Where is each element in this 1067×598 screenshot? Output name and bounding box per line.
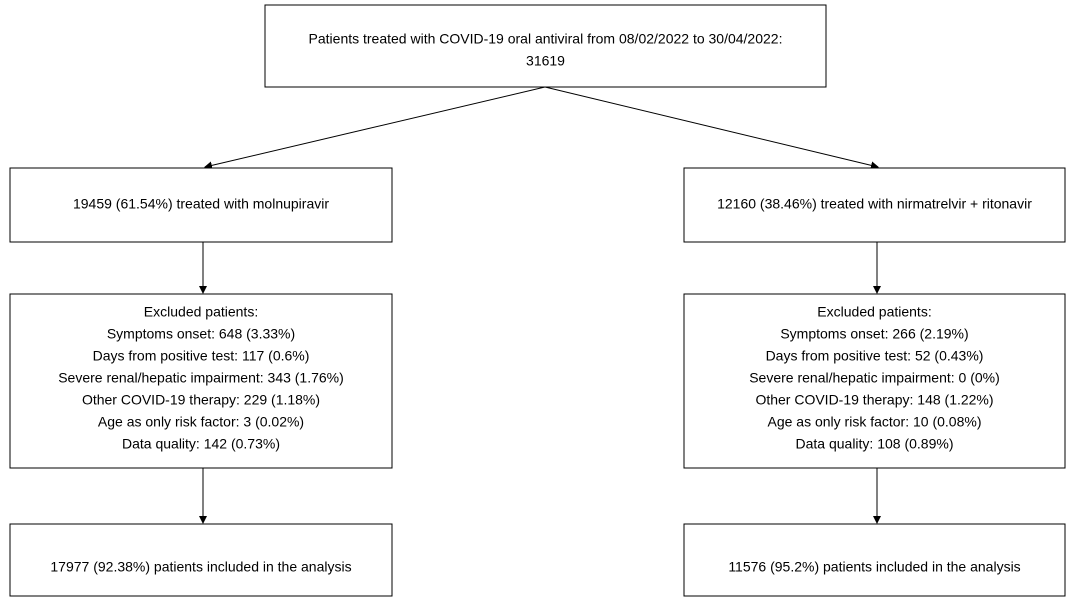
flow-box: [683, 523, 1066, 597]
box-text: 31619: [526, 53, 565, 69]
flow-box: [9, 523, 393, 597]
box-text: Symptoms onset: 648 (3.33%): [107, 326, 295, 342]
box-text: Excluded patients:: [144, 304, 258, 320]
box-text: 19459 (61.54%) treated with molnupiravir: [73, 196, 329, 212]
flow-box: [264, 4, 827, 88]
box-text: Data quality: 142 (0.73%): [122, 436, 280, 452]
flow-box: [9, 167, 393, 243]
box-text: 12160 (38.46%) treated with nirmatrelvir…: [717, 196, 1032, 212]
arrow: [204, 86, 546, 170]
box-text: Excluded patients:: [817, 304, 931, 320]
box-text: Patients treated with COVID-19 oral anti…: [309, 31, 783, 47]
flow-box: [683, 293, 1066, 469]
box-text: Severe renal/hepatic impairment: 0 (0%): [749, 370, 1000, 386]
box-text: 11576 (95.2%) patients included in the a…: [728, 559, 1020, 575]
arrow: [544, 86, 879, 170]
flow-box: [683, 167, 1066, 243]
box-text: Age as only risk factor: 10 (0.08%): [768, 414, 982, 430]
box-text: Other COVID-19 therapy: 229 (1.18%): [82, 392, 320, 408]
box-text: Data quality: 108 (0.89%): [796, 436, 954, 452]
flow-box: [9, 293, 393, 469]
box-text: Age as only risk factor: 3 (0.02%): [98, 414, 304, 430]
box-text: Days from positive test: 117 (0.6%): [93, 348, 310, 364]
box-text: 17977 (92.38%) patients included in the …: [50, 559, 351, 575]
box-text: Severe renal/hepatic impairment: 343 (1.…: [58, 370, 344, 386]
box-text: Other COVID-19 therapy: 148 (1.22%): [755, 392, 993, 408]
box-text: Days from positive test: 52 (0.43%): [766, 348, 984, 364]
box-text: Symptoms onset: 266 (2.19%): [780, 326, 968, 342]
